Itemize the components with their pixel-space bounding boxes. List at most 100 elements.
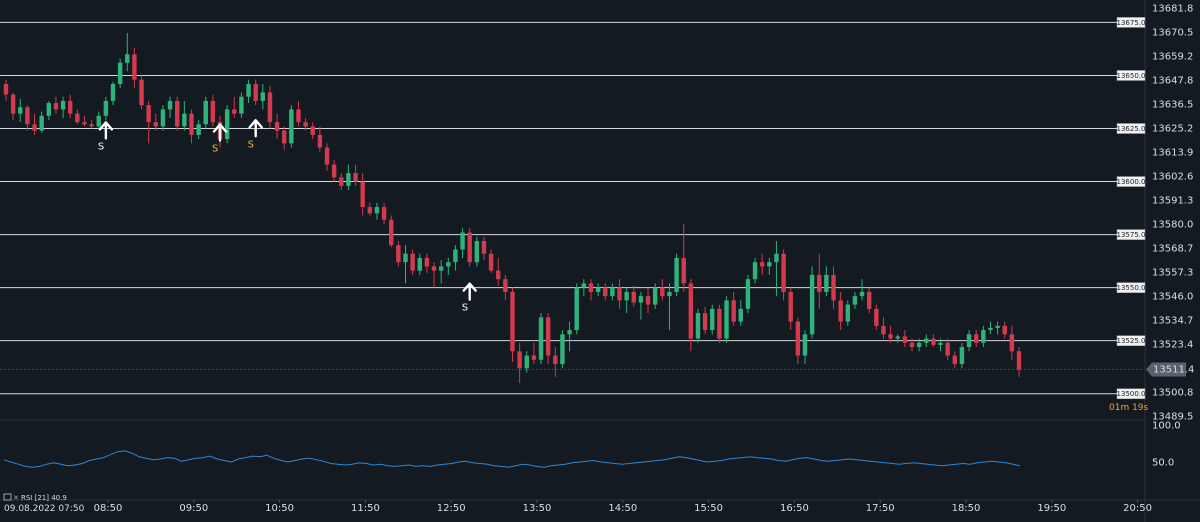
candle-body [517,351,522,369]
candle-body [938,342,943,345]
candle-body [317,134,323,148]
candle-body [331,164,337,178]
candle-body [688,283,694,339]
candle-body [125,54,130,63]
candle-body [1009,334,1015,352]
y-tick-label: 13636.5 [1152,100,1193,111]
signal-marker[interactable]: S [212,123,228,155]
y-tick-label: 13591.3 [1152,196,1193,207]
candle-body [595,287,601,292]
countdown-label: 01m 19s [1109,403,1149,413]
candle-body [752,262,758,280]
candle-body [160,109,166,127]
candle-body [759,262,765,267]
y-tick-label: 13568.7 [1152,243,1193,254]
signal-label: S [462,303,468,314]
candle-body [788,291,793,322]
candle-body [802,334,808,356]
signal-marker[interactable]: S [462,282,477,314]
candle-body [567,330,572,335]
price-levels: 13675.0 13650.0 13625.0 13600.0 13575.0 13550… [0,17,1146,399]
candle-body [32,124,37,131]
candle-body [339,177,344,186]
signal-marker[interactable]: S [248,119,263,150]
candle-body [453,249,458,263]
rsi-close-icon[interactable]: ✕ [13,494,19,502]
x-tick-label: 08:50 [94,503,123,514]
y-tick-label: 13534.7 [1152,316,1193,327]
candle-body [503,279,508,292]
candle-body [610,287,615,297]
price-level-label: 13600.0 [1117,178,1146,186]
signal-label: S [248,139,254,150]
candle-body [624,291,629,301]
x-tick-label: 11:50 [351,503,380,514]
candle-body [239,96,244,114]
candle-body [117,62,123,84]
candle-body [474,240,480,263]
candle-body [488,253,494,271]
price-level-label: 13575.0 [1117,231,1146,239]
candle-body [738,308,743,322]
price-level-tag [1116,282,1146,293]
candle-body [745,279,751,309]
candle-body [167,100,173,110]
candle-body [838,300,843,322]
candle-body [3,83,9,95]
candle-body [717,308,722,339]
time-axis[interactable]: 08:50 09:50 10:50 11:50 12:50 13:50 14:50 15:50… [94,500,1152,514]
y-tick-label: 13681.8 [1152,4,1193,15]
rsi-tick-label: 50.0 [1152,458,1174,469]
candle-body [232,109,237,114]
signal-marker[interactable]: S [98,121,114,152]
candle-body [360,181,365,208]
candle-body [638,296,644,303]
y-tick-label: 13659.2 [1152,51,1193,62]
price-level-tag [1116,123,1146,134]
x-tick-label: 10:50 [265,503,294,514]
candle-body [367,207,373,214]
candle-body [10,94,16,114]
candle-body [18,107,23,114]
price-axis[interactable]: 13681.8 13670.5 13659.2 13647.8 13636.5 13625… [1152,4,1193,423]
candle-body [866,291,872,309]
price-level-tag [1116,229,1146,240]
x-tick-label: 20:50 [1123,503,1152,514]
candle-body [652,287,658,305]
candle-body [845,304,851,322]
candle-body [667,291,672,297]
candle-body [681,257,686,284]
candle-body [60,100,66,110]
candle-body [895,336,900,339]
candle-body [724,300,729,339]
up-arrow-icon [462,282,477,301]
candle-body [817,274,822,292]
candle-body [353,173,358,182]
candle-body [966,334,972,348]
candlestick-series [3,33,1022,384]
candle-body [246,83,251,97]
x-tick-label: 14:50 [608,503,637,514]
price-level-tag [1116,176,1146,187]
candle-body [153,122,159,127]
candle-body [260,92,266,101]
candle-body [902,336,908,343]
candle-body [424,257,430,267]
candle-body [959,347,965,365]
candle-body [702,313,708,331]
candle-body [945,342,950,356]
candle-body [296,109,301,123]
candle-body [346,173,351,186]
candle-body [973,334,979,343]
candle-body [132,54,137,80]
candle-body [924,338,929,343]
candle-body [67,100,73,114]
candle-body [809,274,815,335]
candle-body [581,283,587,288]
x-tick-label: 15:50 [694,503,723,514]
candle-body [89,124,94,127]
candle-body [531,355,537,360]
candle-body [710,308,715,331]
signal-label: S [212,144,218,155]
